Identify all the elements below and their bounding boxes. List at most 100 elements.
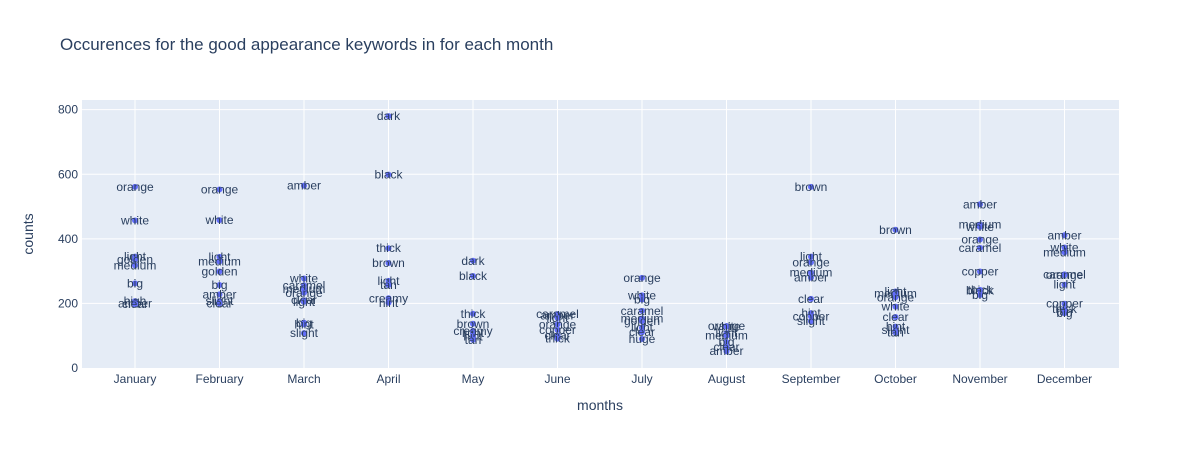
data-point xyxy=(639,335,645,342)
data-label: light xyxy=(800,250,823,264)
data-point xyxy=(1061,232,1068,239)
y-tick-label: 600 xyxy=(58,167,78,181)
data-point xyxy=(385,113,392,120)
data-label: light xyxy=(546,311,569,325)
data-label: clear xyxy=(122,297,148,311)
x-tick-label: October xyxy=(874,372,917,386)
data-label: black xyxy=(459,269,488,283)
data-point xyxy=(470,310,476,317)
data-label: hint xyxy=(379,296,399,310)
x-tick-label: July xyxy=(631,372,652,386)
data-point xyxy=(723,323,730,330)
data-point xyxy=(808,313,814,320)
data-label: light xyxy=(631,321,654,335)
x-tick-label: January xyxy=(114,372,157,386)
data-label: orange xyxy=(539,317,577,331)
data-point xyxy=(385,282,392,289)
data-point xyxy=(892,313,899,320)
data-point xyxy=(808,295,814,302)
data-point xyxy=(892,303,899,310)
data-point xyxy=(385,245,392,252)
data-label: white xyxy=(1049,241,1078,255)
y-tick-label: 400 xyxy=(58,232,78,246)
data-label: amber xyxy=(202,287,236,301)
data-point xyxy=(977,223,983,230)
data-point xyxy=(132,262,138,269)
x-tick-label: March xyxy=(287,372,320,386)
data-point xyxy=(132,280,138,287)
data-point xyxy=(808,269,814,276)
x-tick-label: November xyxy=(952,372,1007,386)
data-label: hint xyxy=(801,306,821,320)
data-label: slight xyxy=(290,326,319,340)
data-point xyxy=(470,336,476,343)
data-label: creamy xyxy=(369,291,408,305)
data-point xyxy=(639,274,645,281)
data-point xyxy=(216,186,223,193)
data-label: black xyxy=(374,168,403,182)
x-tick-label: February xyxy=(195,372,243,386)
data-point xyxy=(1061,310,1068,317)
data-point xyxy=(216,300,223,307)
data-label: clear xyxy=(713,340,739,354)
data-point xyxy=(723,339,730,346)
data-label: medium xyxy=(874,287,917,301)
data-point xyxy=(977,244,983,251)
y-axis-title: counts xyxy=(20,213,36,254)
data-label: hint xyxy=(886,320,906,334)
data-point xyxy=(808,253,814,260)
data-point xyxy=(639,318,645,325)
data-point xyxy=(132,256,138,263)
data-point xyxy=(639,296,645,303)
data-points: orangewhitelightgoldenmediumbighighamber… xyxy=(114,109,1086,358)
data-point xyxy=(385,260,392,267)
data-point xyxy=(808,318,814,325)
data-point xyxy=(470,320,476,327)
data-label: medium xyxy=(198,254,241,268)
data-label: tan xyxy=(887,325,904,339)
data-label: golden xyxy=(201,264,237,278)
data-point xyxy=(554,326,561,333)
data-label: light xyxy=(293,295,316,309)
data-point xyxy=(385,277,392,284)
data-label: copper xyxy=(962,264,999,278)
data-label: caramel xyxy=(621,304,664,318)
data-point xyxy=(554,314,561,321)
data-point xyxy=(808,274,814,281)
data-label: orange xyxy=(116,180,154,194)
data-label: hint xyxy=(463,329,483,343)
data-label: dark xyxy=(377,109,401,123)
x-tick-label: September xyxy=(782,372,841,386)
y-tick-label: 800 xyxy=(58,103,78,117)
data-label: golden xyxy=(117,253,153,267)
data-label: slight xyxy=(797,314,826,328)
data-point xyxy=(132,301,138,308)
data-point xyxy=(723,348,730,355)
data-label: clear xyxy=(629,325,655,339)
x-tick-label: August xyxy=(708,372,746,386)
data-label: amber xyxy=(709,344,743,358)
data-label: caramel xyxy=(283,278,326,292)
data-point xyxy=(470,272,476,279)
data-point xyxy=(554,321,561,328)
data-label: big xyxy=(634,293,650,307)
data-point xyxy=(723,344,730,351)
data-label: medium xyxy=(114,258,157,272)
data-label: light xyxy=(1053,278,1076,292)
data-point xyxy=(977,236,983,243)
data-label: copper xyxy=(539,323,576,337)
y-tick-label: 200 xyxy=(58,296,78,310)
data-point xyxy=(892,329,899,336)
data-label: medium xyxy=(1043,245,1086,259)
data-label: caramel xyxy=(959,241,1002,255)
data-label: big xyxy=(127,276,143,290)
data-label: amber xyxy=(287,179,321,193)
data-label: amber xyxy=(1047,228,1081,242)
data-label: dark xyxy=(461,254,485,268)
data-point xyxy=(1061,300,1068,307)
data-label: copper xyxy=(1046,297,1083,311)
data-point xyxy=(216,268,223,275)
data-label: tan xyxy=(465,333,482,347)
data-point xyxy=(1061,272,1068,279)
